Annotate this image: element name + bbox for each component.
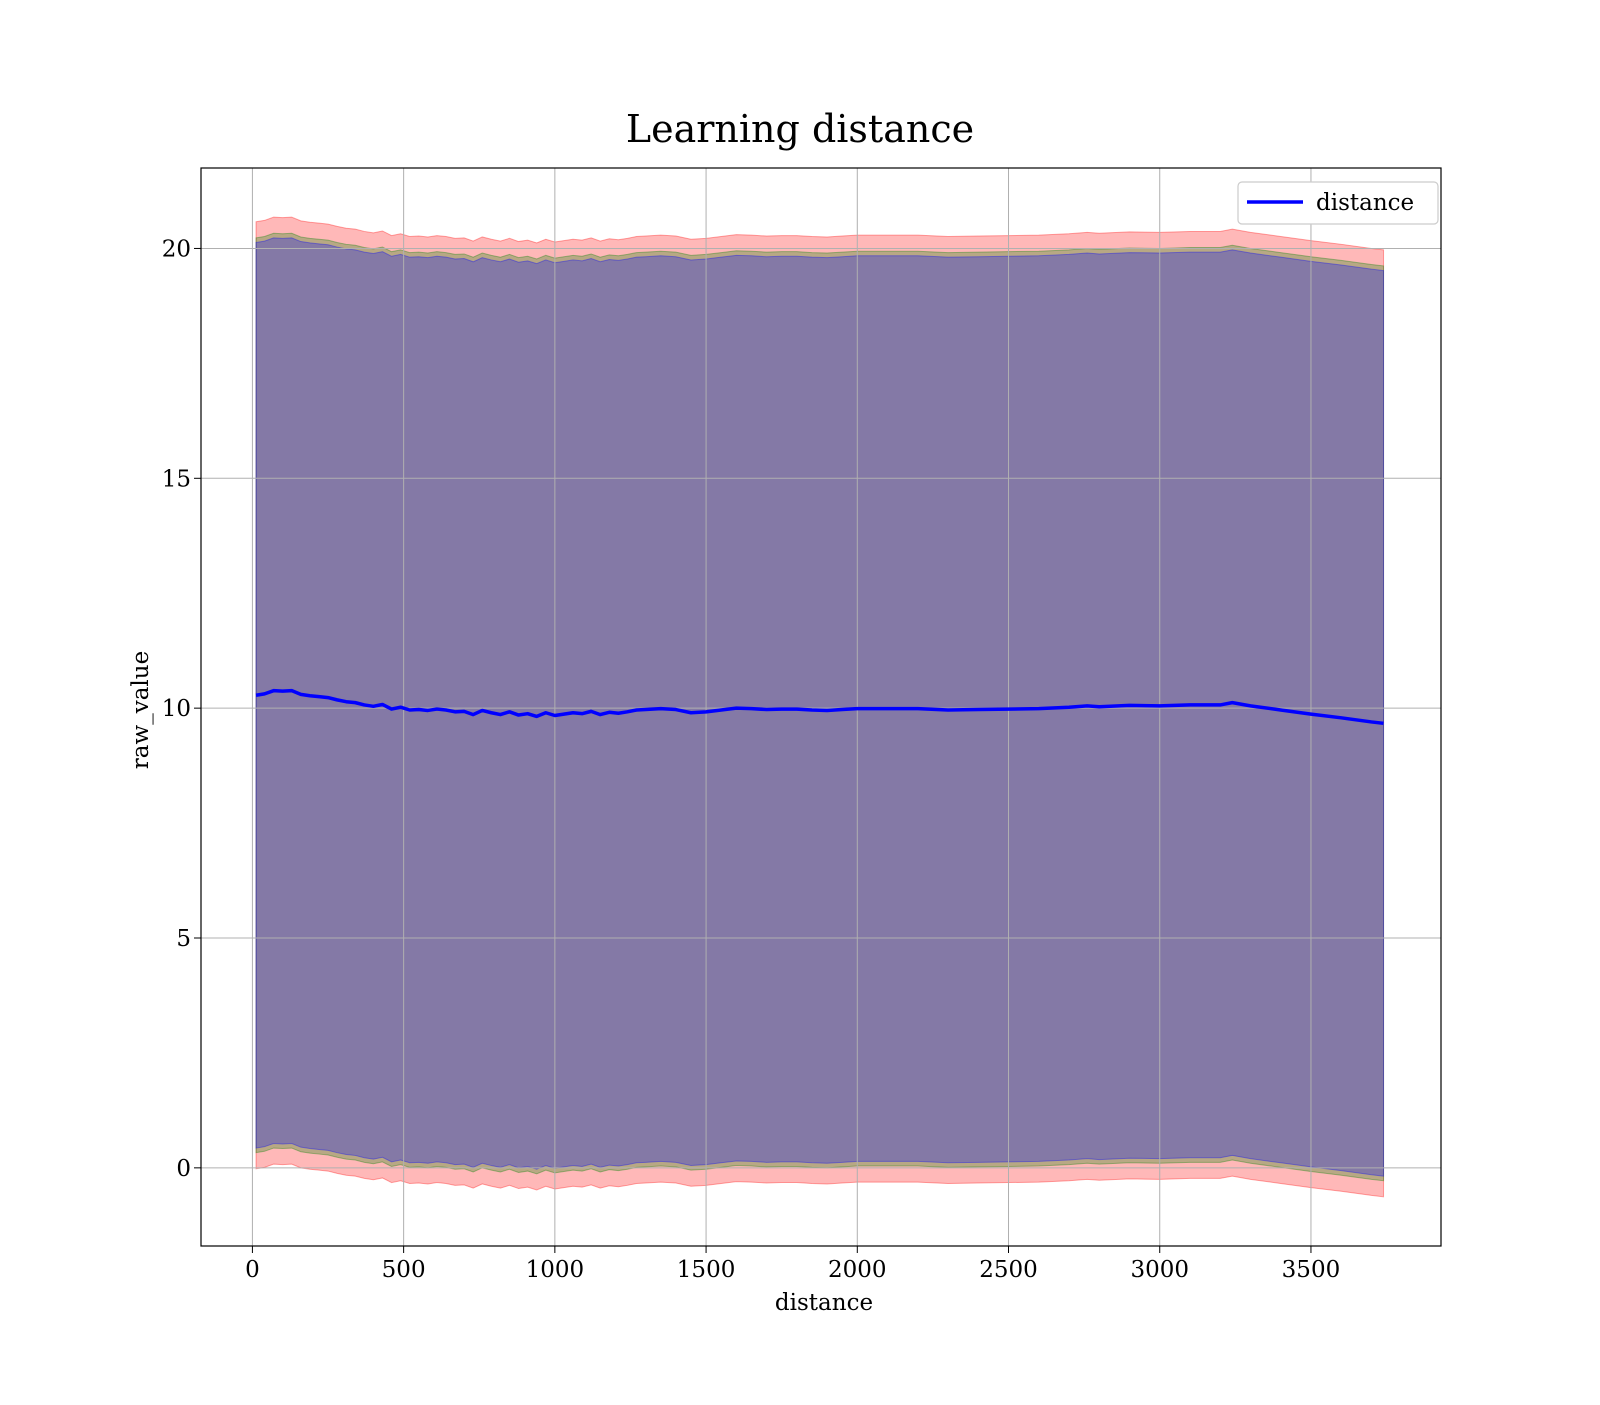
plot-frame	[200, 167, 1442, 1247]
y-tick-label: 20	[162, 236, 191, 262]
x-tick-label: 2500	[979, 1257, 1038, 1283]
y-tick-label: 0	[176, 1156, 191, 1182]
x-tick-label: 3500	[1282, 1257, 1341, 1283]
x-tick-label: 1500	[677, 1257, 736, 1283]
y-tick-label: 15	[162, 466, 191, 492]
y-axis-label: raw_value	[128, 651, 154, 769]
y-tick-label: 10	[162, 696, 191, 722]
confidence-band-3	[255, 237, 1385, 1177]
bands-layer	[255, 216, 1385, 1198]
x-axis-label: distance	[775, 1290, 873, 1316]
x-tick-label: 0	[245, 1257, 260, 1283]
legend: distance	[1237, 181, 1439, 225]
line-layer	[255, 688, 1384, 726]
y-tick-label: 5	[176, 926, 191, 952]
legend-label-distance: distance	[1316, 190, 1414, 216]
x-tick-label: 3000	[1130, 1257, 1189, 1283]
ticks-layer: 0 500 1000 1500 2000 2500 3000 3500 0 5 10 15 20	[162, 236, 1341, 1283]
series-line-distance	[255, 688, 1384, 726]
legend-box	[1237, 181, 1439, 225]
confidence-band-2	[255, 232, 1385, 1182]
x-tick-label: 500	[382, 1257, 426, 1283]
chart-title: Learning distance	[626, 107, 974, 151]
x-tick-label: 1000	[526, 1257, 585, 1283]
x-tick-label: 2000	[828, 1257, 887, 1283]
confidence-band-1	[255, 216, 1385, 1198]
